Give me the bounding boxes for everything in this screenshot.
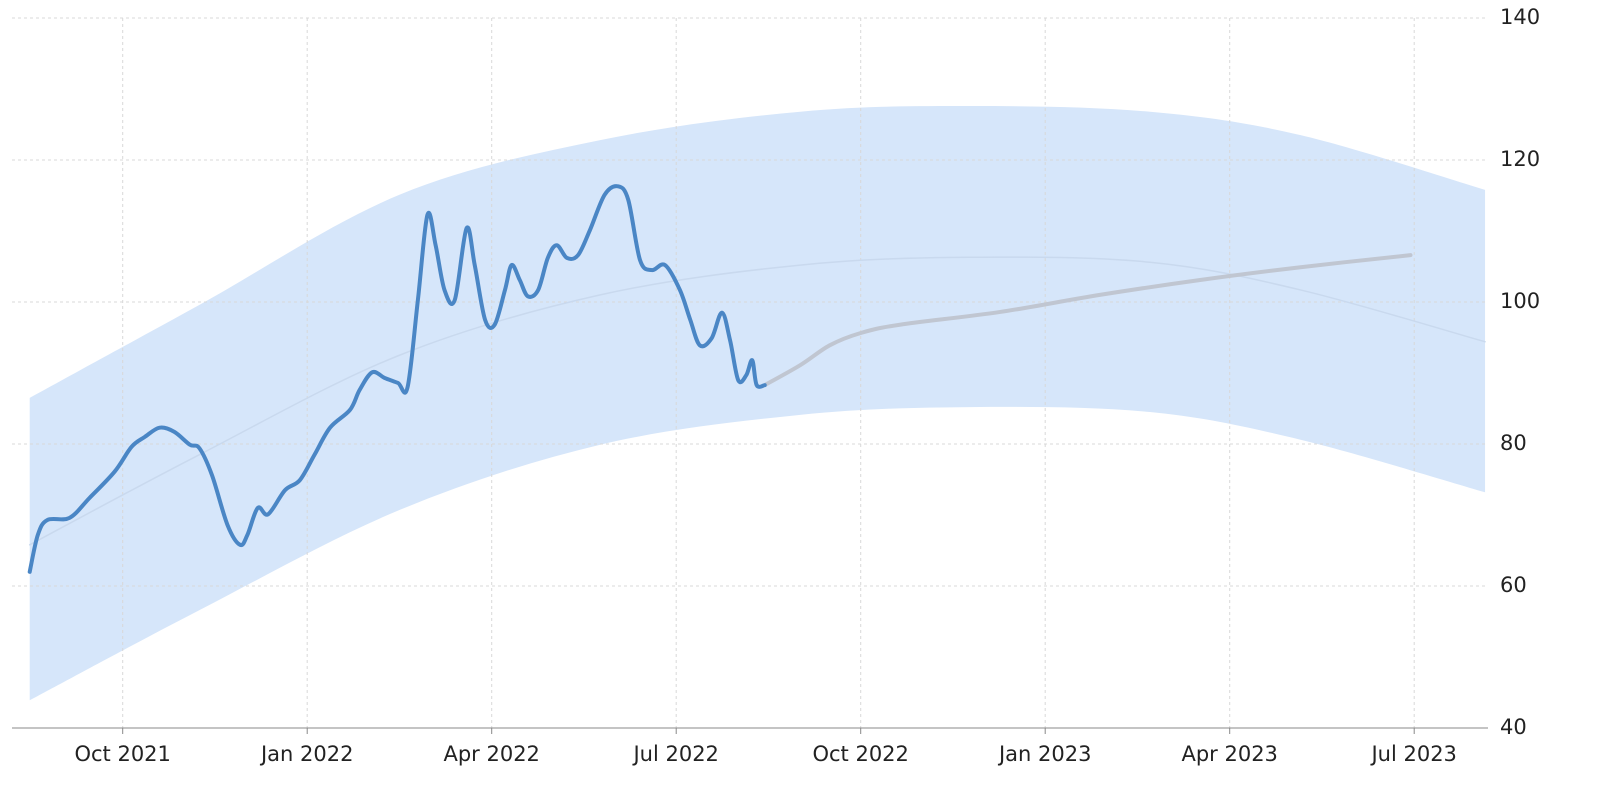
x-tick-label: Jan 2023 xyxy=(997,742,1092,766)
forecast-band xyxy=(29,106,1486,701)
x-tick-label: Jul 2022 xyxy=(631,742,718,766)
x-tick-label: Oct 2021 xyxy=(74,742,170,766)
x-tick-label: Apr 2022 xyxy=(443,742,539,766)
x-tick-label: Apr 2023 xyxy=(1181,742,1277,766)
line xyxy=(27,184,767,574)
y-tick-label: 140 xyxy=(1500,5,1540,29)
line xyxy=(28,256,1486,546)
y-tick-label: 120 xyxy=(1500,147,1540,171)
line xyxy=(762,253,1413,388)
x-tick-label: Jan 2022 xyxy=(259,742,354,766)
y-tick-label: 80 xyxy=(1500,431,1527,455)
x-tick-label: Jul 2023 xyxy=(1369,742,1456,766)
y-tick-label: 60 xyxy=(1500,573,1527,597)
x-tick-label: Oct 2022 xyxy=(812,742,908,766)
y-tick-label: 40 xyxy=(1500,715,1527,739)
y-tick-label: 100 xyxy=(1500,289,1540,313)
